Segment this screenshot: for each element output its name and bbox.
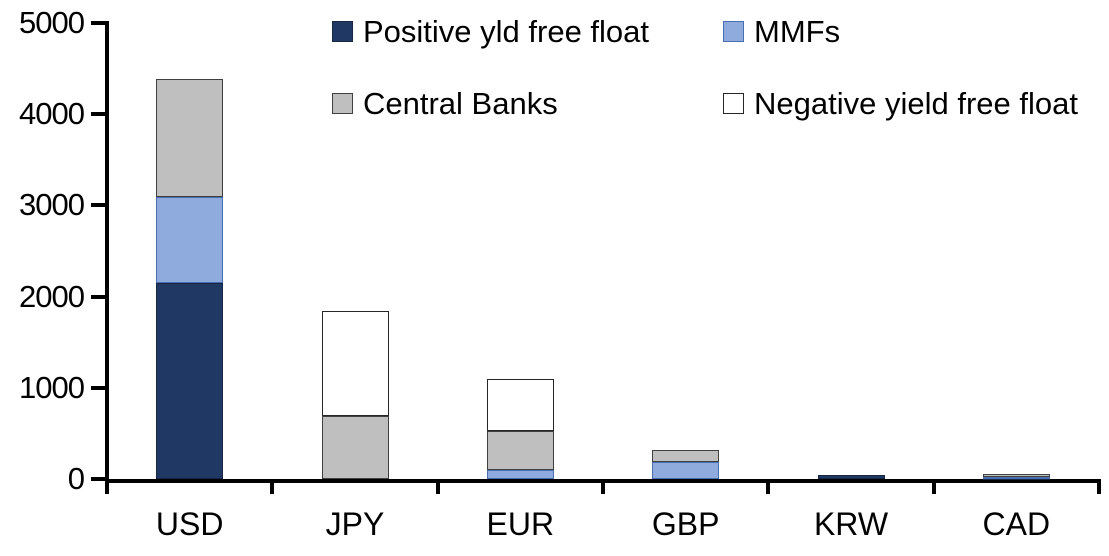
y-tick-label: 4000	[19, 96, 85, 132]
legend-swatch-icon	[332, 93, 353, 114]
bar-segment-eur-central-banks	[486, 431, 554, 470]
legend-swatch-icon	[723, 21, 744, 42]
x-tick-mark	[1097, 479, 1101, 494]
y-tick-label: 3000	[19, 187, 85, 223]
legend-swatch-icon	[332, 21, 353, 42]
x-axis-label-usd: USD	[155, 506, 224, 542]
y-tick-mark	[91, 477, 105, 481]
bar-segment-jpy-negative-yield-free-float	[321, 311, 389, 417]
y-axis-line	[105, 21, 109, 483]
legend-label: MMFs	[754, 14, 841, 49]
y-tick-label: 1000	[19, 369, 85, 405]
bar-segment-eur-negative-yield-free-float	[486, 378, 554, 432]
bar-segment-usd-mmfs	[156, 197, 224, 283]
y-tick-mark	[91, 385, 105, 390]
x-axis-label-gbp: GBP	[651, 506, 720, 542]
bar-segment-cad-mmfs	[982, 476, 1050, 479]
x-tick-mark	[270, 479, 275, 494]
legend-swatch-icon	[723, 93, 744, 114]
bar-segment-usd-central-banks	[156, 78, 224, 198]
x-tick-mark	[105, 479, 109, 494]
bar-segment-cad-central-banks	[982, 473, 1050, 477]
x-axis-label-cad: CAD	[982, 506, 1051, 542]
legend-label: Central Banks	[363, 86, 558, 121]
y-tick-mark	[91, 203, 105, 208]
bar-segment-usd-positive-yld-free-float	[156, 282, 224, 479]
y-tick-label: 5000	[19, 5, 85, 40]
y-tick-mark	[91, 294, 105, 299]
x-axis-label-jpy: JPY	[325, 506, 385, 542]
x-axis-label-eur: EUR	[486, 506, 555, 542]
y-tick-label: 0	[67, 461, 85, 496]
x-axis-label-krw: KRW	[813, 506, 889, 542]
bar-segment-gbp-central-banks	[652, 450, 720, 462]
y-tick-mark	[91, 21, 105, 25]
y-tick-label: 2000	[19, 278, 85, 314]
bar-segment-eur-mmfs	[486, 469, 554, 479]
x-tick-mark	[435, 479, 440, 494]
y-tick-mark	[91, 112, 105, 117]
x-tick-mark	[931, 479, 936, 494]
bar-segment-gbp-mmfs	[652, 461, 720, 479]
legend-label: Negative yield free float	[754, 86, 1078, 121]
bar-segment-krw-positive-yld-free-float	[817, 475, 885, 479]
x-tick-mark	[766, 479, 771, 494]
x-tick-mark	[601, 479, 605, 494]
bar-segment-jpy-central-banks	[321, 416, 389, 479]
legend-label: Positive yld free float	[363, 14, 650, 49]
